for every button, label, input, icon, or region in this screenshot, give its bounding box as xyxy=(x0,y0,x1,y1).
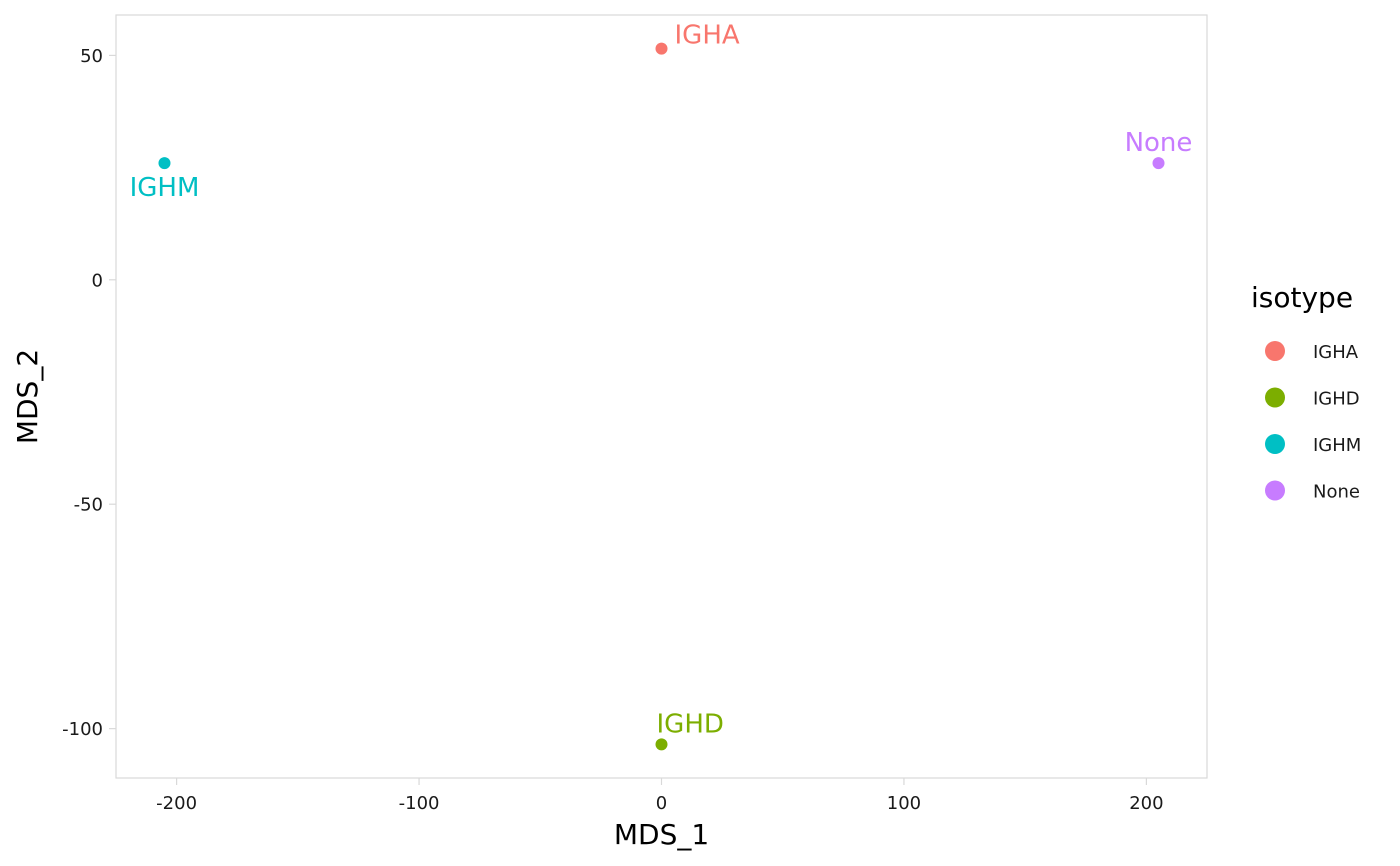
point-label-ighm: IGHM xyxy=(130,173,200,203)
legend-title: isotype xyxy=(1251,281,1353,314)
data-point-igha xyxy=(655,42,668,55)
point-label-none: None xyxy=(1125,128,1193,158)
y-axis: -100 -50 0 50 xyxy=(62,46,116,740)
plot-panel xyxy=(115,14,1208,779)
data-point-ighm xyxy=(158,157,171,170)
y-tick-label: 0 xyxy=(92,270,103,291)
x-tick-label: -100 xyxy=(399,793,440,814)
legend-label-none: None xyxy=(1313,482,1360,503)
y-tick-label: -50 xyxy=(74,495,103,516)
legend-key-none xyxy=(1265,480,1285,501)
y-tick-label: 50 xyxy=(80,46,103,67)
data-point-none xyxy=(1152,157,1165,170)
data-point-ighd xyxy=(655,738,668,751)
point-label-ighd: IGHD xyxy=(657,709,724,739)
y-axis-title: MDS_2 xyxy=(11,349,44,444)
legend-label-igha: IGHA xyxy=(1313,342,1359,363)
legend-key-igha xyxy=(1265,341,1285,361)
legend-label-ighm: IGHM xyxy=(1313,435,1361,456)
legend-key-ighm xyxy=(1265,434,1285,454)
x-tick-label: 200 xyxy=(1129,793,1163,814)
x-tick-label: 100 xyxy=(887,793,921,814)
x-tick-label: 0 xyxy=(656,793,667,814)
legend-key-ighd xyxy=(1265,387,1285,408)
data-points xyxy=(158,42,1165,751)
legend-label-ighd: IGHD xyxy=(1313,389,1360,410)
x-tick-label: -200 xyxy=(156,793,197,814)
legend: isotype IGHA IGHD IGHM None xyxy=(1251,281,1361,503)
x-axis-title: MDS_1 xyxy=(614,818,709,851)
x-axis: -200 -100 0 100 200 xyxy=(156,778,1164,814)
point-label-igha: IGHA xyxy=(675,21,740,51)
y-tick-label: -100 xyxy=(62,719,103,740)
point-labels: IGHA IGHD IGHM None xyxy=(130,21,1193,740)
